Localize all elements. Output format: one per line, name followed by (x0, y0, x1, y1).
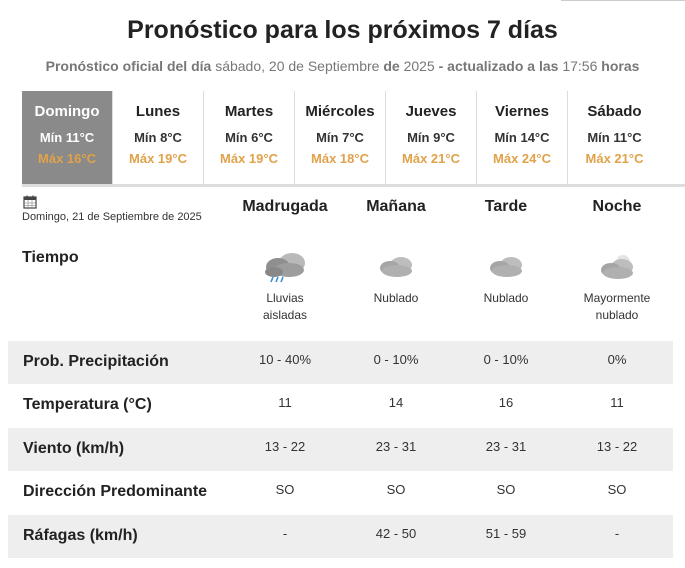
subtitle-de: de (383, 58, 400, 74)
row-rafagas: Ráfagas (km/h) - 42 - 50 51 - 59 - (8, 515, 673, 558)
weather-madrugada: Lluvias aisladas (230, 250, 340, 324)
row-value: 0 - 10% (373, 352, 419, 367)
day-name: Martes (224, 103, 274, 120)
subtitle-time: 17:56 (562, 58, 598, 74)
day-max-temp: Máx 18°C (311, 151, 369, 166)
weather-desc-line2: nublado (595, 308, 639, 322)
day-name: Miércoles (305, 103, 375, 120)
day-max-temp: Máx 16°C (38, 151, 96, 166)
rain-cloud-icon (265, 253, 305, 283)
row-temperatura: Temperatura (°C) 11 14 16 11 (8, 384, 673, 427)
day-name: Viernes (495, 103, 549, 120)
day-min-temp: Mín 8°C (134, 130, 182, 145)
day-max-temp: Máx 21°C (585, 151, 644, 166)
weather-desc-line2: aisladas (262, 308, 308, 322)
row-value: - (282, 526, 288, 541)
row-value: 0% (607, 352, 627, 367)
period-manana: Mañana (366, 198, 426, 215)
day-min-temp: Mín 7°C (316, 130, 364, 145)
row-value: 10 - 40% (258, 352, 312, 367)
weather-desc-line1: Lluvias (266, 291, 304, 305)
row-value: 14 (388, 395, 404, 410)
row-value: 13 - 22 (264, 439, 306, 454)
row-value: SO (496, 482, 516, 497)
row-direccion: Dirección Predominante SO SO SO SO (8, 471, 673, 514)
row-label: Dirección Predominante (23, 483, 208, 500)
row-value: 0 - 10% (483, 352, 529, 367)
weather-noche: Mayormente nublado (562, 250, 672, 324)
subtitle-year: 2025 (403, 58, 435, 74)
subtitle-date: sábado, 20 de Septiembre (215, 58, 380, 74)
row-value: 23 - 31 (485, 439, 527, 454)
day-min-temp: Mín 11°C (39, 130, 95, 145)
cloud-icon (380, 257, 412, 277)
day-max-temp: Máx 19°C (129, 151, 187, 166)
row-prob-precipitacion: Prob. Precipitación 10 - 40% 0 - 10% 0 -… (8, 341, 673, 384)
day-min-temp: Mín 11°C (587, 130, 642, 145)
subtitle-updated-label: - actualizado a las (438, 58, 559, 74)
row-value: SO (386, 482, 406, 497)
row-value: SO (607, 482, 627, 497)
day-tab-domingo[interactable]: Domingo Mín 11°C Máx 16°C (22, 91, 113, 184)
row-label: Viento (km/h) (23, 440, 125, 457)
day-name: Jueves (405, 103, 457, 120)
row-value: 51 - 59 (485, 526, 527, 541)
row-label: Temperatura (°C) (23, 396, 152, 413)
day-tab-martes[interactable]: Martes Mín 6°C Máx 19°C (204, 91, 295, 184)
day-min-temp: Mín 14°C (494, 130, 550, 145)
row-value: 23 - 31 (375, 439, 417, 454)
day-name: Domingo (34, 103, 100, 120)
weather-tarde: Nublado (451, 250, 561, 307)
row-value: 13 - 22 (596, 439, 638, 454)
day-max-temp: Máx 19°C (220, 151, 278, 166)
row-value: SO (275, 482, 295, 497)
night-cloud-icon (601, 255, 633, 279)
row-value: 11 (278, 395, 292, 410)
day-tab-miercoles[interactable]: Miércoles Mín 7°C Máx 18°C (295, 91, 386, 184)
cloud-icon (490, 257, 522, 277)
day-tab-viernes[interactable]: Viernes Mín 14°C Máx 24°C (477, 91, 568, 184)
day-name: Lunes (135, 103, 181, 120)
weather-desc-line1: Nublado (483, 291, 529, 305)
period-noche: Noche (592, 198, 642, 215)
day-tab-sabado[interactable]: Sábado Mín 11°C Máx 21°C (568, 91, 661, 184)
calendar-icon (23, 195, 37, 209)
day-tabs: Domingo Mín 11°C Máx 16°C Lunes Mín 8°C … (22, 91, 685, 187)
subtitle-label: Pronóstico oficial del día (45, 58, 212, 74)
subtitle-horas: horas (601, 58, 640, 74)
period-madrugada: Madrugada (242, 198, 328, 215)
weather-desc-line1: Mayormente (583, 291, 651, 305)
row-value: 16 (498, 395, 514, 410)
day-name: Sábado (587, 103, 642, 120)
day-tab-lunes[interactable]: Lunes Mín 8°C Máx 19°C (113, 91, 204, 184)
weather-desc-line1: Nublado (373, 291, 419, 305)
top-rule (561, 0, 685, 6)
page-subtitle: Pronóstico oficial del día sábado, 20 de… (0, 58, 685, 74)
day-max-temp: Máx 24°C (493, 151, 551, 166)
row-value: - (614, 526, 620, 541)
row-value: 11 (610, 395, 624, 410)
row-viento: Viento (km/h) 13 - 22 23 - 31 23 - 31 13… (8, 428, 673, 471)
day-min-temp: Mín 6°C (225, 130, 273, 145)
selected-date-text: Domingo, 21 de Septiembre de 2025 (22, 211, 202, 223)
day-tab-jueves[interactable]: Jueves Mín 9°C Máx 21°C (386, 91, 477, 184)
page-title: Pronóstico para los próximos 7 días (127, 16, 558, 44)
day-min-temp: Mín 9°C (407, 130, 455, 145)
row-value: 42 - 50 (375, 526, 417, 541)
tiempo-label: Tiempo (22, 249, 79, 266)
day-max-temp: Máx 21°C (402, 151, 460, 166)
row-label: Prob. Precipitación (23, 353, 169, 370)
row-label: Ráfagas (km/h) (23, 527, 138, 544)
period-tarde: Tarde (484, 198, 528, 215)
weather-manana: Nublado (341, 250, 451, 307)
